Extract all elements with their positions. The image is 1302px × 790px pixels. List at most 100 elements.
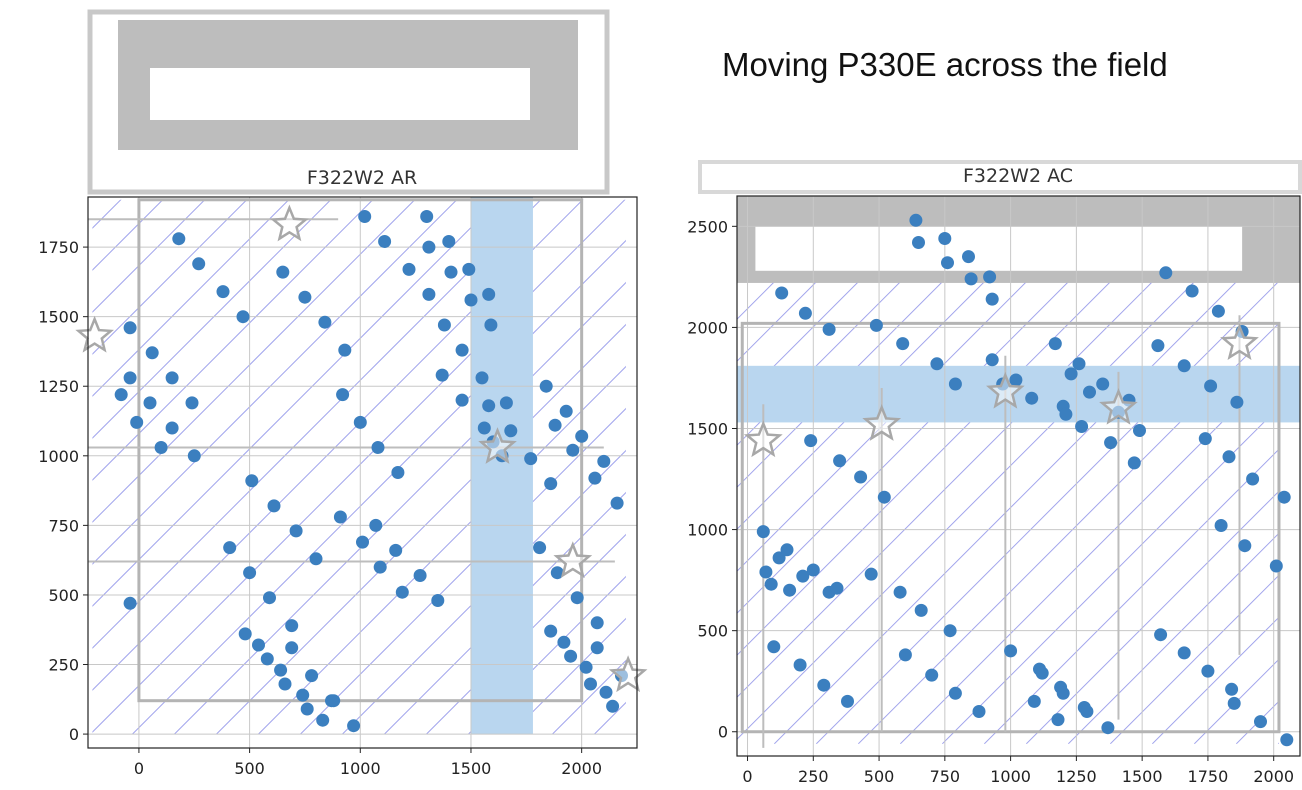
data-point [327, 694, 341, 708]
data-point [938, 232, 952, 245]
data-point [114, 388, 128, 402]
data-point [564, 649, 578, 663]
data-point [444, 265, 458, 279]
star-marker-icon [75, 315, 114, 353]
data-point [1059, 407, 1073, 421]
data-point [599, 685, 613, 699]
data-point [798, 306, 812, 320]
data-point [588, 471, 602, 485]
data-point [1151, 339, 1165, 353]
data-point [475, 371, 489, 385]
data-point [391, 466, 405, 479]
data-point [533, 541, 547, 555]
chart-title: F322W2 AR [307, 167, 417, 189]
data-point [347, 719, 361, 733]
data-point [1201, 664, 1215, 678]
data-point [550, 566, 564, 580]
data-point [793, 658, 807, 672]
data-point [822, 322, 836, 336]
data-point [482, 399, 496, 413]
data-point [524, 452, 538, 466]
data-point [437, 318, 451, 332]
data-point [1269, 559, 1283, 573]
star-marker-icon [608, 655, 648, 693]
data-point [930, 357, 944, 371]
data-point [896, 337, 910, 351]
data-point [1280, 733, 1294, 747]
data-point [358, 210, 372, 223]
data-point [333, 510, 347, 524]
chart-title: F322W2 AC [963, 165, 1073, 187]
star-marker-icon [743, 420, 783, 458]
data-point [1177, 359, 1191, 373]
data-point [566, 443, 580, 457]
data-point [389, 543, 403, 557]
detector-frame [137, 198, 584, 703]
data-point [559, 404, 573, 418]
data-point [909, 213, 923, 227]
data-point [830, 581, 844, 595]
data-point [185, 396, 199, 410]
star-marker-icon [478, 427, 517, 464]
data-point [610, 496, 624, 510]
x-tick-label: 1000 [340, 759, 381, 778]
detector-frame [740, 321, 1281, 734]
x-tick-label: 1500 [1122, 767, 1163, 786]
scatter-points [114, 210, 628, 733]
y-tick-label: 2500 [687, 217, 728, 236]
y-tick-label: 1000 [687, 521, 728, 540]
data-point [298, 290, 312, 304]
data-point [817, 678, 831, 692]
data-point [462, 262, 476, 276]
star-marker-icon [986, 371, 1025, 409]
data-point [482, 287, 496, 301]
data-point [893, 585, 907, 599]
data-point [764, 577, 778, 591]
data-point [356, 535, 369, 549]
data-point [962, 250, 975, 264]
data-point [316, 713, 330, 727]
y-tick-label: 250 [48, 656, 79, 675]
data-point [759, 565, 773, 579]
slide-title: Moving P330E across the field [722, 46, 1168, 83]
axes-frame [87, 196, 638, 749]
highlight-band [470, 197, 533, 735]
data-point [1080, 705, 1094, 718]
data-point [245, 474, 259, 488]
data-point [165, 421, 179, 435]
data-point [336, 388, 350, 402]
data-point [912, 236, 925, 249]
data-point [780, 543, 794, 557]
axes-frame [736, 195, 1301, 757]
data-point [1027, 694, 1041, 708]
data-point [584, 677, 597, 691]
data-point [455, 393, 469, 407]
data-point [1230, 395, 1244, 409]
data-point [216, 285, 230, 299]
x-tick-label: 500 [864, 767, 895, 786]
data-point [1198, 432, 1212, 446]
data-point [499, 396, 513, 410]
data-point [925, 668, 939, 682]
data-point [300, 702, 314, 716]
data-point [238, 627, 252, 641]
data-point [590, 641, 604, 655]
data-point [1064, 367, 1078, 381]
data-point [278, 677, 292, 691]
data-point [123, 371, 137, 385]
data-point [353, 415, 367, 429]
data-point [1211, 304, 1225, 318]
data-point [539, 379, 553, 393]
x-tick-label: 0 [742, 767, 752, 786]
data-point [864, 567, 878, 581]
x-tick-label: 1000 [990, 767, 1031, 786]
data-point [1246, 472, 1260, 486]
data-point [187, 449, 201, 463]
data-point [1072, 357, 1086, 371]
data-point [1051, 713, 1065, 727]
data-point [548, 418, 562, 432]
data-point [557, 635, 571, 649]
chart-panel-ac: 0 250 500 750 1000 1250 1500 1750 2000 0 500 1000 15… [687, 165, 1301, 786]
data-point [544, 477, 558, 491]
data-point [422, 287, 436, 301]
